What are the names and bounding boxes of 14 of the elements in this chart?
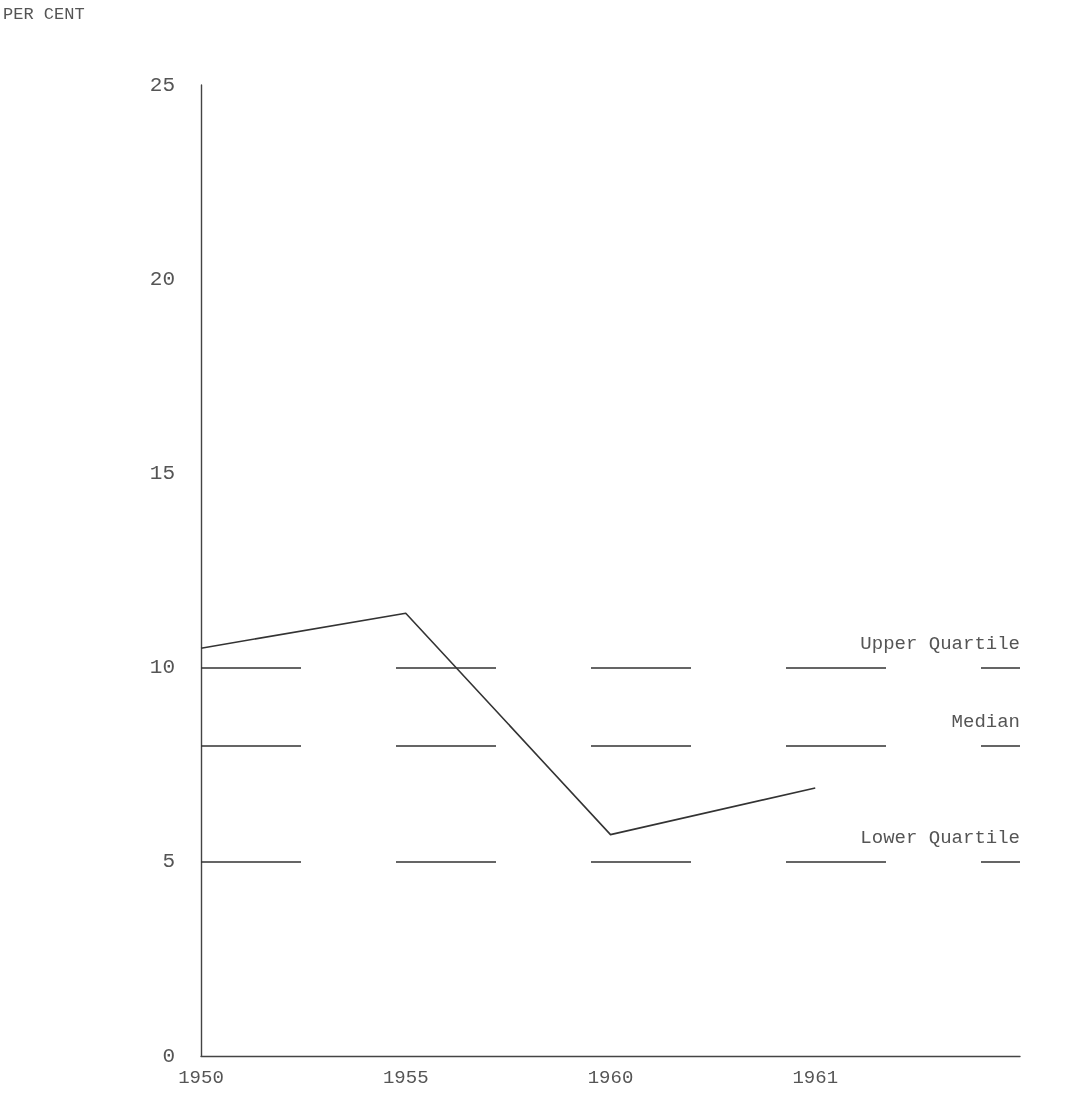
y-tick-label: 25 <box>149 73 175 97</box>
ref-line-label: Median <box>951 710 1020 733</box>
y-tick-label: 10 <box>149 656 175 680</box>
y-axis-title: PER CENT <box>3 5 85 24</box>
y-tick-label: 0 <box>162 1044 175 1068</box>
ref-line-label: Upper Quartile <box>860 633 1020 656</box>
x-tick-label: 1960 <box>587 1066 634 1089</box>
x-tick-label: 1961 <box>792 1066 839 1089</box>
y-tick-label: 15 <box>149 461 175 485</box>
ref-line-label: Lower Quartile <box>860 827 1020 850</box>
x-tick-label: 1955 <box>382 1066 429 1089</box>
y-tick-label: 5 <box>162 850 175 874</box>
y-tick-label: 20 <box>149 267 175 291</box>
x-tick-label: 1950 <box>178 1066 224 1089</box>
